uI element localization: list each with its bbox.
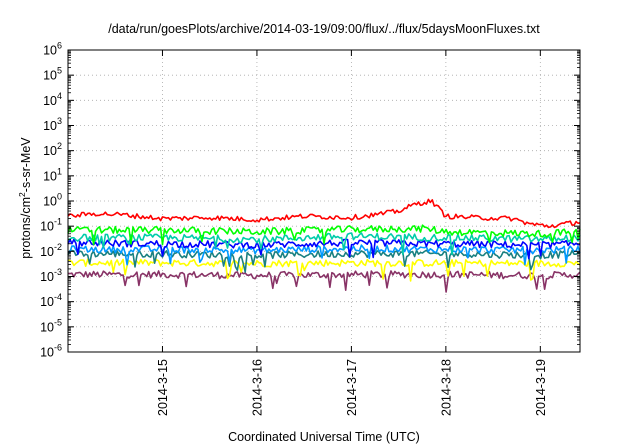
x-tick-label: 2014-3-15 — [156, 359, 170, 416]
y-tick-label: 10-3 — [40, 267, 62, 284]
x-tick-label: 2014-3-18 — [439, 359, 453, 416]
y-tick-label: 105 — [43, 66, 62, 83]
series-line — [67, 238, 581, 260]
series-line — [67, 244, 581, 266]
y-tick-label: 10-4 — [40, 292, 62, 309]
y-tick-label: 10-2 — [40, 242, 62, 259]
y-tick-label: 10-6 — [40, 343, 62, 360]
y-tick-label: 104 — [43, 91, 62, 108]
series-line — [67, 224, 581, 246]
series-line — [67, 258, 581, 282]
y-tick-label: 106 — [43, 41, 62, 58]
y-tick-label: 101 — [43, 166, 62, 183]
y-tick-label: 103 — [43, 116, 62, 133]
y-tick-label: 10-1 — [40, 217, 62, 234]
series-line — [67, 270, 581, 293]
x-tick-label: 2014-3-19 — [534, 359, 548, 416]
y-tick-label: 102 — [43, 141, 62, 158]
series-line — [67, 198, 581, 229]
series-line — [67, 249, 581, 273]
x-axis-label: Coordinated Universal Time (UTC) — [228, 430, 420, 444]
chart-title: /data/run/goesPlots/archive/2014-03-19/0… — [108, 22, 540, 36]
y-tick-label: 10-5 — [40, 317, 62, 334]
x-tick-label: 2014-3-16 — [250, 359, 264, 416]
y-tick-label: 100 — [43, 192, 62, 209]
x-tick-label: 2014-3-17 — [345, 359, 359, 416]
